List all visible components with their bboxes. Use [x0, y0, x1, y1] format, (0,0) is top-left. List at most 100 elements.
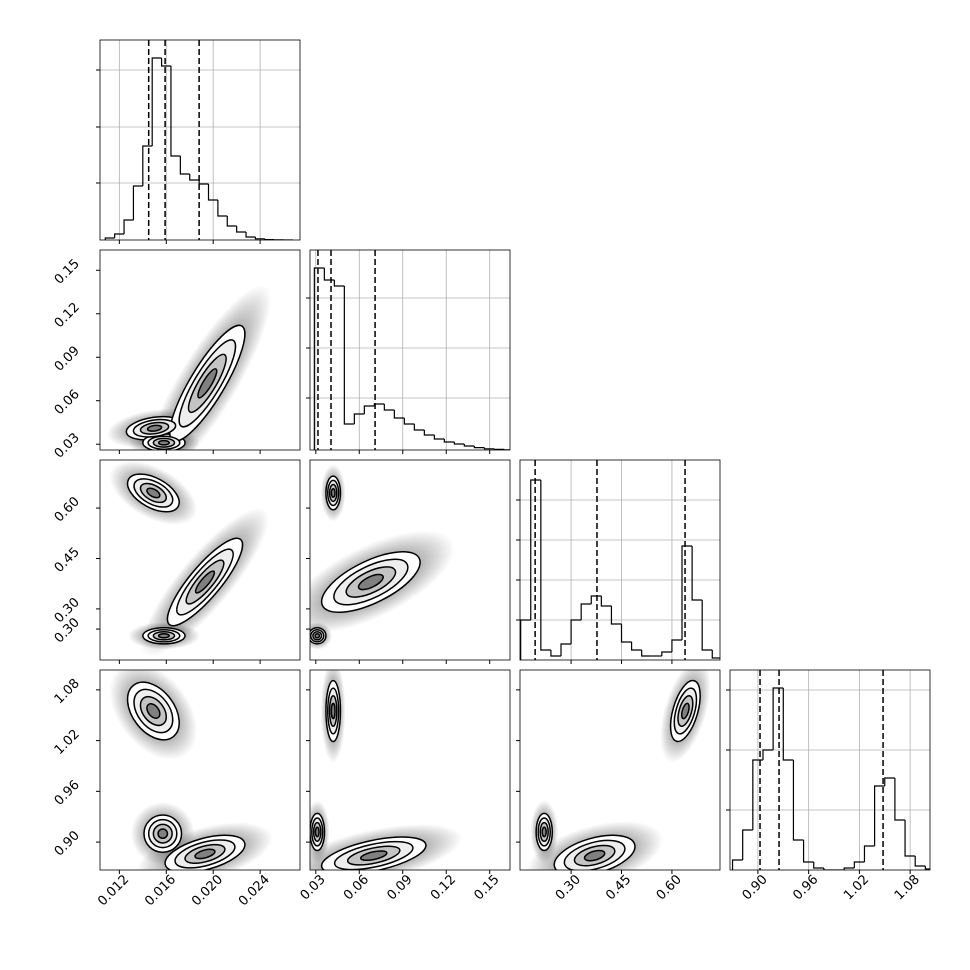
panel-frame — [519, 459, 721, 661]
hist-bin — [463, 444, 475, 447]
contour — [194, 570, 216, 594]
hist-bin — [843, 867, 855, 870]
contour — [314, 826, 320, 838]
hist-bin — [383, 404, 395, 411]
x-tick-label: 0.012 — [95, 872, 132, 909]
hist-bin — [443, 439, 455, 443]
hist-bin — [343, 286, 355, 425]
panel — [109, 670, 273, 870]
hist-bin — [904, 820, 916, 857]
panel — [310, 670, 463, 870]
contour — [197, 368, 218, 399]
hist-bin — [170, 66, 181, 157]
x-tick-label: 0.024 — [236, 872, 273, 909]
contour — [359, 850, 388, 862]
panel-frame — [99, 249, 301, 451]
hist-bin — [142, 145, 153, 186]
hist-bin — [132, 185, 143, 220]
hist-bin — [681, 545, 693, 640]
panel — [100, 40, 300, 240]
hist-bin — [802, 840, 814, 863]
hist-bin — [473, 446, 485, 449]
hist-bin — [671, 639, 683, 652]
hist-bin — [772, 687, 784, 750]
hist-bin — [914, 856, 926, 867]
x-tick-label: 0.03 — [298, 872, 329, 903]
y-tick-label: 0.90 — [52, 828, 83, 859]
panel-frame — [309, 669, 511, 871]
hist-bin — [493, 448, 505, 450]
hist-bin — [610, 606, 622, 625]
hist-bin — [894, 778, 906, 821]
y-tick-label: 1.02 — [52, 727, 83, 758]
y-tick-label: 1.08 — [52, 676, 83, 707]
panel — [730, 670, 930, 870]
panel-frame — [519, 669, 721, 871]
hist-bin — [373, 403, 385, 406]
hist-bin — [691, 546, 703, 601]
hist-bin — [313, 267, 325, 450]
hist-bin — [236, 226, 247, 233]
hist-bin — [393, 410, 405, 419]
hist-bin — [661, 651, 672, 656]
panel-frame — [99, 459, 301, 661]
hist-bin — [742, 829, 753, 860]
panel-frame — [99, 669, 301, 871]
hist-bin — [792, 760, 804, 841]
y-tick-label: 0.12 — [52, 300, 83, 331]
hist-bin — [711, 650, 720, 659]
hist-bin — [600, 596, 612, 607]
hist-bin — [570, 619, 582, 644]
y-tick-label: 0.60 — [52, 494, 83, 525]
x-tick-label: 1.02 — [841, 872, 872, 903]
x-tick-label: 0.45 — [603, 872, 634, 903]
hist-bin — [620, 624, 632, 643]
hist-bin — [226, 216, 237, 227]
panel — [310, 464, 455, 650]
hist-bin — [560, 643, 572, 656]
hist-bin — [853, 861, 865, 868]
hist-bin — [433, 435, 445, 440]
contour — [194, 848, 216, 860]
contour — [146, 424, 163, 432]
hist-bin — [540, 480, 551, 651]
panel — [106, 284, 272, 450]
y-tick-label: 0.15 — [52, 257, 83, 288]
hist-bin — [701, 600, 713, 651]
x-tick-label: 0.09 — [385, 872, 416, 903]
hist-bin — [924, 866, 930, 870]
hist-bin — [151, 57, 162, 146]
x-tick-label: 0.12 — [428, 872, 459, 903]
hist-bin — [813, 862, 824, 869]
hist-bin — [530, 479, 541, 620]
panel-frame — [99, 39, 301, 241]
hist-bin — [641, 650, 652, 657]
contour — [146, 487, 161, 499]
contour — [157, 633, 170, 639]
hist-bin — [333, 280, 345, 287]
hist-bin — [363, 405, 375, 414]
hist-bin — [580, 603, 592, 620]
hist-bin — [762, 749, 774, 760]
contour — [541, 826, 547, 838]
panel — [520, 460, 720, 660]
hist-bin — [874, 785, 885, 846]
contour — [330, 487, 336, 498]
panel — [310, 250, 510, 450]
panel — [526, 670, 711, 870]
hist-bin — [179, 156, 190, 175]
hist-bin — [403, 418, 415, 425]
hist-bin — [160, 58, 171, 67]
hist-bin — [630, 642, 642, 651]
hist-bin — [245, 232, 256, 238]
y-tick-label: 0.96 — [52, 778, 83, 809]
panel — [109, 460, 269, 657]
x-tick-label: 0.06 — [341, 872, 372, 903]
x-tick-label: 0.60 — [654, 872, 685, 903]
x-tick-label: 0.30 — [553, 872, 584, 903]
hist-bin — [189, 174, 200, 181]
hist-bin — [264, 238, 275, 240]
x-tick-label: 0.016 — [142, 872, 179, 909]
panel-frame — [309, 249, 511, 451]
